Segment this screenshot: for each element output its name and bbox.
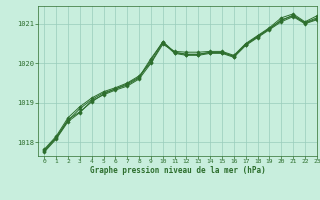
X-axis label: Graphe pression niveau de la mer (hPa): Graphe pression niveau de la mer (hPa) [90, 166, 266, 175]
